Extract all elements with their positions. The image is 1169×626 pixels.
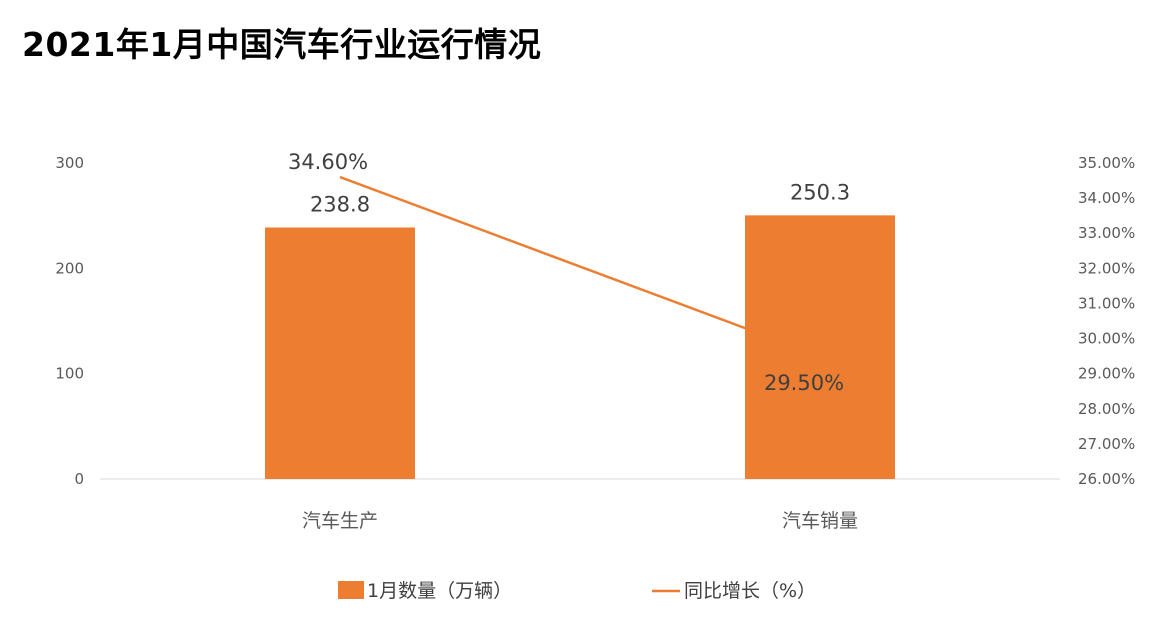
left-tick-label: 100 [55,365,84,383]
category-labels: 汽车生产 汽车销量 [302,510,858,532]
line-series: 34.60% 29.50% [288,150,844,395]
right-tick-label: 32.00% [1078,259,1135,277]
right-tick-label: 31.00% [1078,294,1135,312]
bar-value-label: 250.3 [790,180,850,204]
legend-line-label: 同比增长（%） [684,580,816,602]
right-tick-label: 35.00% [1078,154,1135,172]
right-tick-label: 26.00% [1078,470,1135,488]
left-tick-label: 200 [55,259,84,277]
bar-value-label: 238.8 [310,192,370,216]
right-tick-label: 27.00% [1078,435,1135,453]
left-tick-label: 0 [74,470,84,488]
right-tick-label: 29.00% [1078,365,1135,383]
growth-line [339,175,821,358]
category-label: 汽车销量 [782,510,858,532]
line-value-label: 34.60% [288,150,368,174]
category-label: 汽车生产 [302,510,378,532]
right-tick-label: 28.00% [1078,400,1135,418]
legend-bar-label: 1月数量（万辆） [367,580,512,602]
chart-title: 2021年1月中国汽车行业运行情况 [22,25,542,64]
left-tick-label: 300 [55,154,84,172]
bar-series: 238.8 250.3 [265,180,895,480]
bar [265,227,415,479]
legend-bar-swatch [338,581,364,599]
legend: 1月数量（万辆） 同比增长（%） [338,580,816,602]
bar [745,215,895,480]
right-tick-label: 34.00% [1078,189,1135,207]
right-tick-label: 33.00% [1078,224,1135,242]
right-y-axis: 26.00% 27.00% 28.00% 29.00% 30.00% 31.00% 32.0… [1078,154,1135,488]
right-tick-label: 30.00% [1078,330,1135,348]
line-value-label: 29.50% [764,371,844,395]
left-y-axis: 0 100 200 300 [55,154,84,488]
